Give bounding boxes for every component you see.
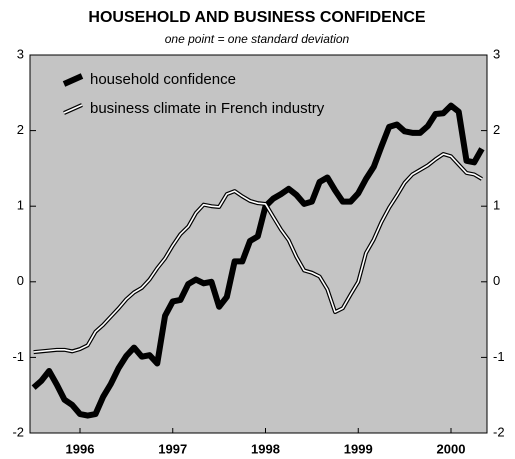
x-tick-label: 2000	[437, 441, 466, 456]
y2-tick-label: -2	[493, 424, 505, 439]
x-tick-label: 1996	[66, 441, 95, 456]
x-tick-label: 1997	[158, 441, 187, 456]
chart-subtitle: one point = one standard deviation	[165, 32, 350, 46]
y-tick-label: 3	[17, 46, 24, 61]
legend-label: household confidence	[90, 71, 236, 88]
y-tick-label: 1	[17, 198, 24, 213]
x-tick-label: 1998	[251, 441, 280, 456]
legend-swatch-inner	[63, 104, 83, 114]
y2-tick-label: 1	[493, 198, 500, 213]
y-tick-label: -1	[12, 349, 24, 364]
y2-tick-label: 2	[493, 122, 500, 137]
y-tick-label: 2	[17, 122, 24, 137]
legend-label: business climate in French industry	[90, 100, 325, 117]
y-tick-label: -2	[12, 424, 24, 439]
y2-tick-label: -1	[493, 349, 505, 364]
series-line	[31, 102, 485, 419]
y-tick-label: 0	[17, 273, 24, 288]
legend-swatch	[62, 73, 84, 87]
y2-tick-label: 3	[493, 46, 500, 61]
x-tick-label: 1999	[344, 441, 373, 456]
plot-area	[29, 54, 488, 434]
series-line-inner	[33, 153, 483, 353]
y2-tick-label: 0	[493, 273, 500, 288]
chart-title: HOUSEHOLD AND BUSINESS CONFIDENCE	[88, 9, 426, 26]
